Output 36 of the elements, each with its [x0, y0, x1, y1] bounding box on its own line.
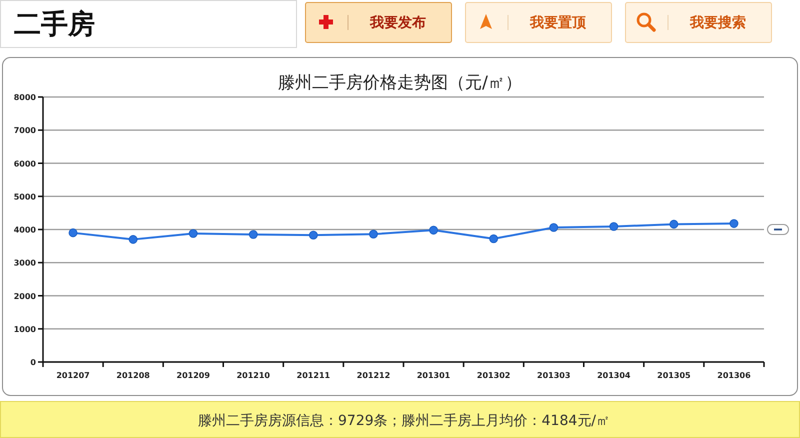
point: [248, 230, 258, 239]
point: [730, 219, 738, 228]
x-tick-label: 201304: [597, 371, 631, 380]
y-tick-label: 8000: [14, 93, 36, 102]
header: 二手房: [0, 0, 297, 48]
y-tick-label: 1000: [14, 324, 36, 334]
point: [549, 223, 558, 232]
point: [609, 222, 618, 231]
x-tick-label: 201305: [657, 371, 692, 380]
y-tick-label: 0: [30, 358, 36, 367]
point: [369, 230, 378, 239]
chart-title: 滕州二手房价格走势图（元/㎡）: [278, 73, 522, 93]
point: [68, 228, 78, 238]
point: [669, 220, 678, 229]
point: [429, 226, 438, 235]
y-tick-label: 3000: [14, 258, 36, 268]
y-tick-label: 7000: [14, 126, 36, 136]
x-tick-label: 201301: [416, 371, 451, 380]
x-tick-label: 201210: [236, 371, 270, 380]
footer: 滕州二手房房源信息：9729条；滕州二手房上月均价：4184元/㎡: [0, 401, 800, 438]
x-tick-label: 201302: [476, 371, 510, 380]
point: [128, 235, 138, 244]
x-tick-label: 201209: [176, 371, 210, 380]
y-tick-label: 4000: [14, 226, 36, 234]
x-tick-label: 201208: [116, 371, 150, 380]
x-tick-label: 201303: [537, 371, 570, 380]
point: [308, 230, 318, 240]
x-tick-label: 201212: [356, 371, 390, 380]
y-tick-label: 2000: [14, 292, 36, 301]
x-tick-label: 201207: [56, 371, 90, 380]
point: [188, 229, 198, 238]
x-tick-label: 201306: [717, 371, 752, 380]
y-tick-label: 5000: [14, 192, 36, 202]
point: [489, 234, 498, 244]
x-tick-label: 201211: [296, 371, 331, 380]
y-tick-label: 6000: [14, 159, 36, 168]
